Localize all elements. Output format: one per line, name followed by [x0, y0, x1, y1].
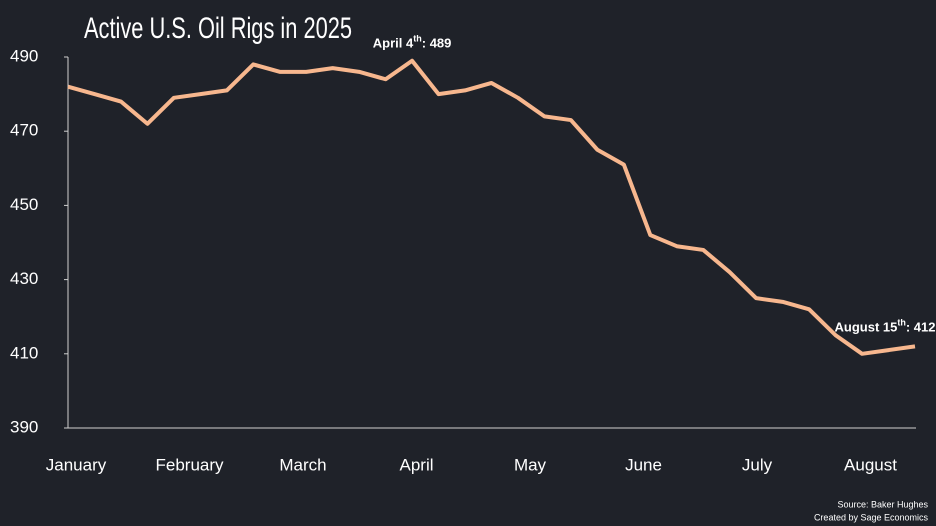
annotation-text: August 15 [835, 320, 898, 335]
x-tick-label: February [155, 455, 224, 474]
source: Source: Baker Hughes [837, 499, 928, 509]
annotation-value: : 412 [906, 320, 936, 335]
y-tick-label: 410 [10, 343, 38, 362]
annotation: April 4th: 489 [373, 34, 452, 51]
x-tick-label: March [279, 455, 326, 474]
chart-title: Active U.S. Oil Rigs in 2025 [84, 12, 352, 45]
y-tick-label: 490 [10, 46, 38, 65]
annotation-sup: th [413, 34, 422, 44]
x-tick-label: January [46, 455, 107, 474]
y-tick-label: 450 [10, 195, 38, 214]
annotation-text: April 4 [373, 36, 414, 51]
y-tick-label: 390 [10, 417, 38, 436]
annotation: August 15th: 412 [835, 318, 936, 335]
annotation-sup: th [897, 318, 906, 328]
x-tick-label: April [399, 455, 433, 474]
x-tick-label: June [625, 455, 662, 474]
data-line [67, 58, 916, 356]
credit: Created by Sage Economics [814, 512, 929, 522]
x-tick-label: August [844, 455, 897, 474]
annotation-value: : 489 [422, 36, 452, 51]
y-tick-label: 470 [10, 121, 38, 140]
x-tick-label: May [514, 455, 547, 474]
y-tick-label: 430 [10, 269, 38, 288]
x-tick-label: July [742, 455, 773, 474]
